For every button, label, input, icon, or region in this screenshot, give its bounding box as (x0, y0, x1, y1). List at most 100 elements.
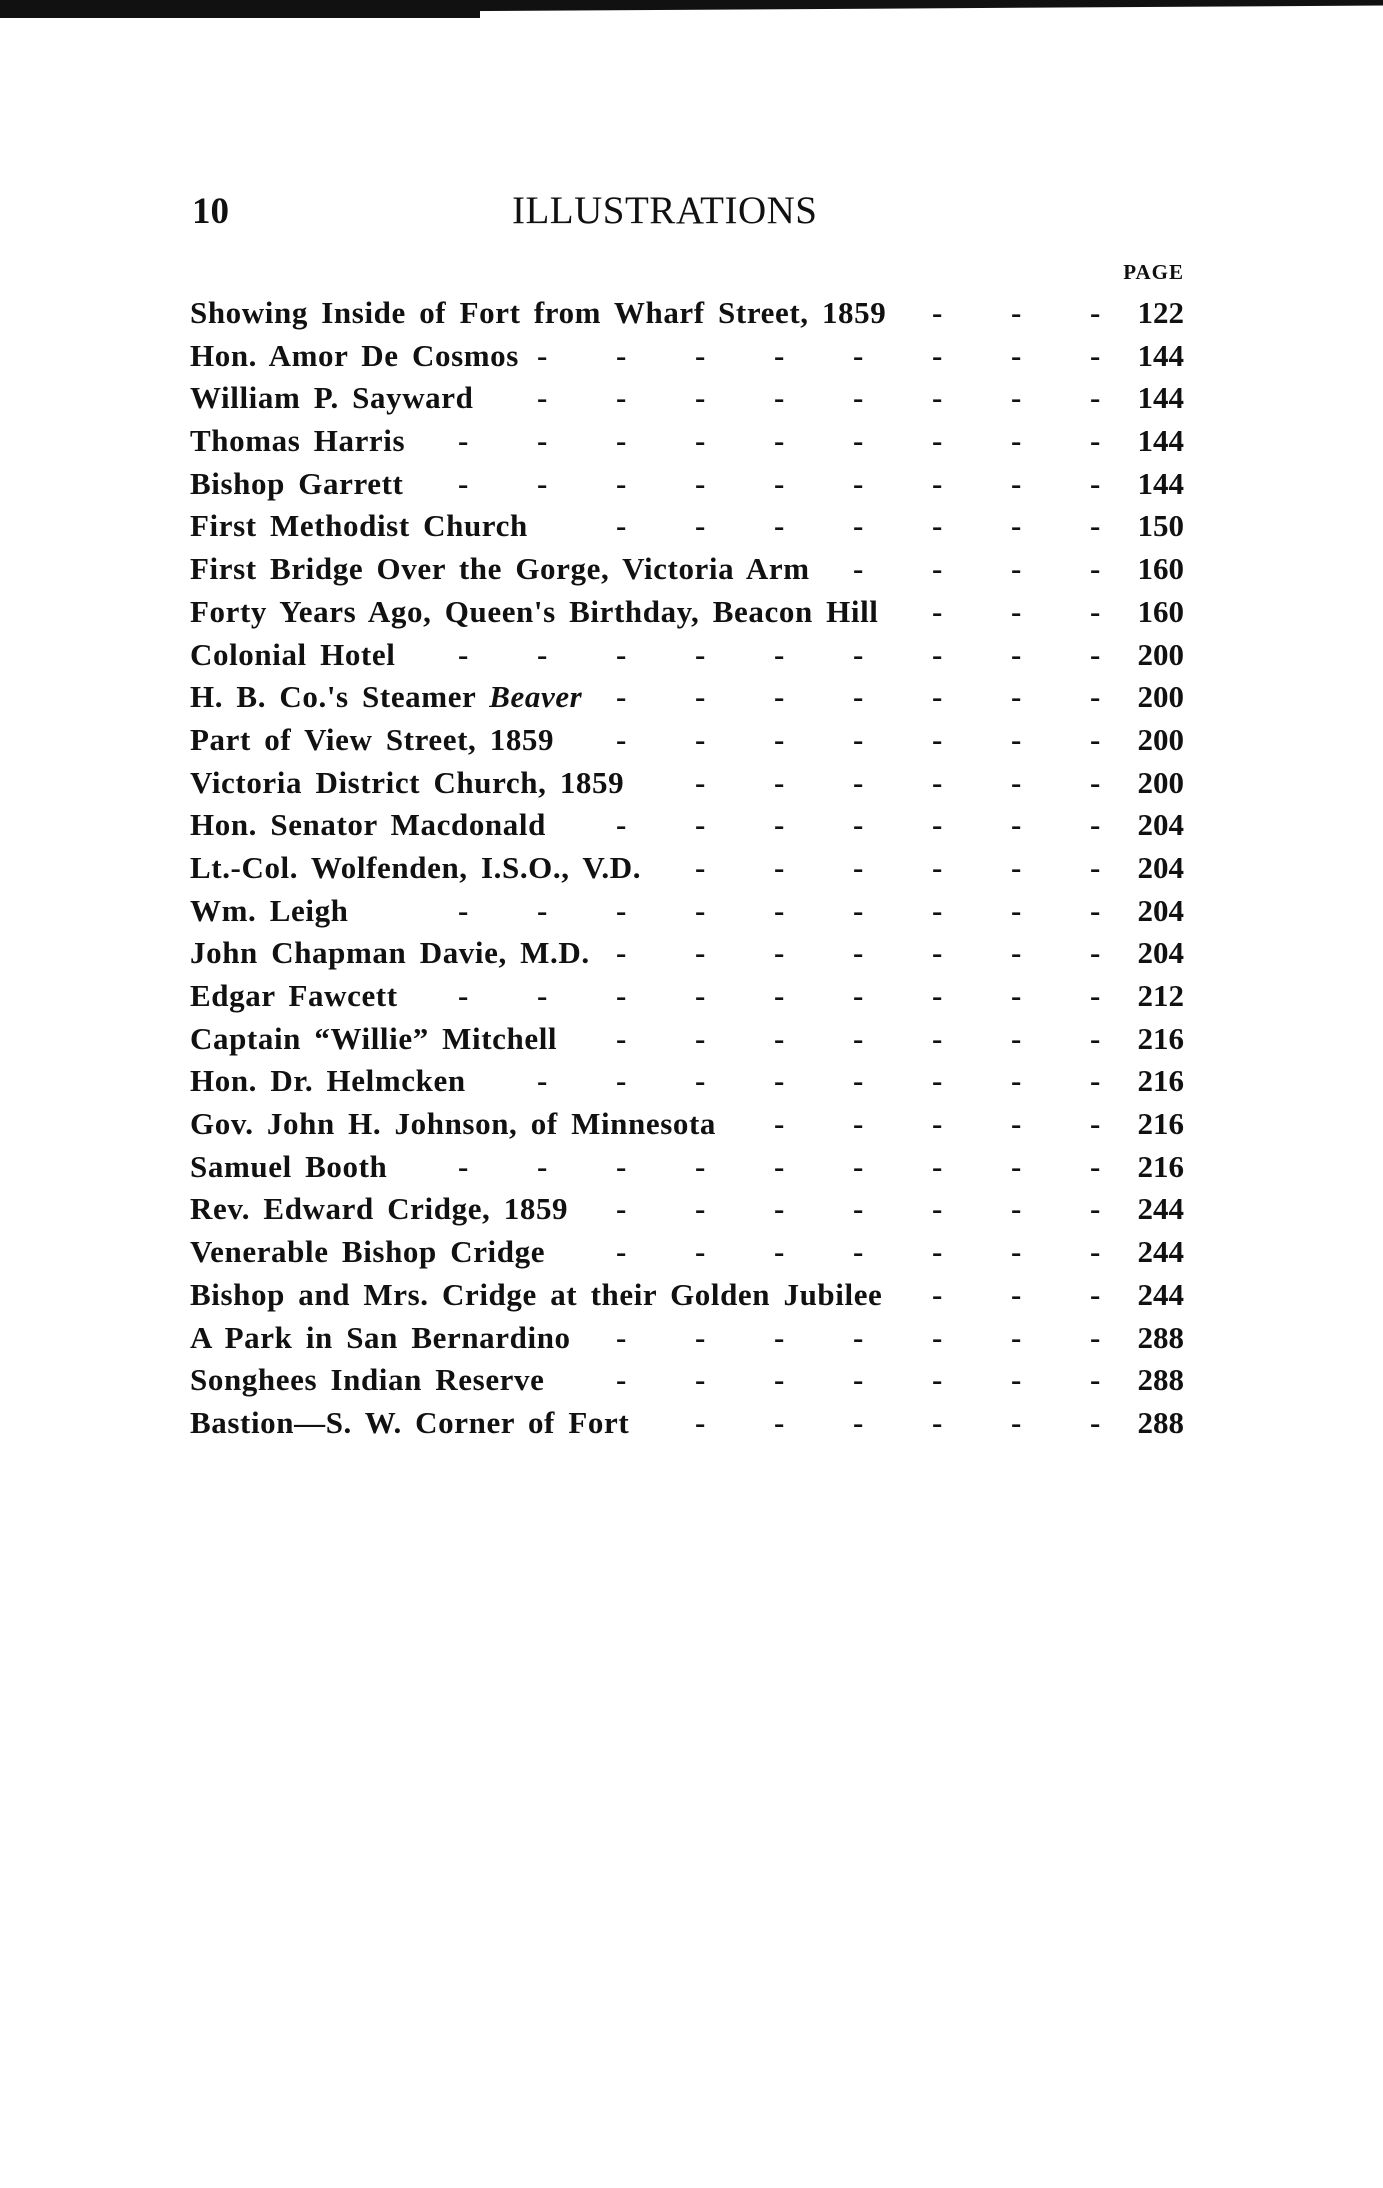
leader-dash: - (616, 807, 627, 843)
list-item: First Bridge Over the Gorge, Victoria Ar… (190, 548, 1184, 591)
illustration-title: Rev. Edward Cridge, 1859 (190, 1188, 568, 1231)
illustration-title-text: Samuel Booth (190, 1148, 388, 1184)
leader-dash: - (616, 423, 627, 459)
leader-dash: - (932, 849, 943, 885)
leader-dash: - (853, 636, 864, 672)
illustration-title-text: Colonial Hotel (190, 636, 396, 672)
leader-dash: - (537, 1148, 548, 1184)
leader-dash: - (537, 892, 548, 928)
leader-dash: - (1011, 337, 1022, 373)
leader-dash: - (932, 1276, 943, 1312)
illustration-title-text: Thomas Harris (190, 423, 406, 459)
leader-dash: - (1090, 295, 1101, 330)
leader-dash: - (537, 465, 548, 501)
leader-dash: - (458, 465, 469, 501)
leader-dash: - (1011, 892, 1022, 928)
leader-dash: - (1090, 593, 1101, 629)
leader-dash: - (537, 337, 548, 373)
leader-dash: - (1011, 1191, 1022, 1227)
leader-dash: - (853, 935, 864, 971)
leader-dash: - (774, 1020, 785, 1056)
illustration-title: Edgar Fawcett (190, 975, 398, 1018)
leader-dash: - (932, 1319, 943, 1355)
leader-dash: - (695, 1319, 706, 1355)
leader-dash: - (774, 1234, 785, 1270)
illustration-title-text: Wm. Leigh (190, 892, 349, 928)
leader-dash: - (774, 679, 785, 715)
leader-dash: - (853, 508, 864, 544)
leader-dash: - (695, 423, 706, 459)
list-item: Hon. Senator Macdonald 204- - - - - - - (190, 804, 1184, 847)
illustration-title: Samuel Booth (190, 1146, 387, 1189)
leader-dash: - (695, 1362, 706, 1398)
illustration-title-text: Bastion—S. W. Corner of Fort (190, 1404, 630, 1440)
list-item: A Park in San Bernardino 288- - - - - - - (190, 1317, 1184, 1360)
leader-dash: - (616, 380, 627, 416)
leader-dash: - (616, 465, 627, 501)
illustrations-list: Showing Inside of Fort from Wharf Street… (190, 292, 1184, 1445)
page-reference: 200 (1137, 679, 1185, 715)
leader-dash: - (1090, 1234, 1101, 1270)
leader-dash: - (616, 1063, 627, 1099)
leader-dash: - (695, 636, 706, 672)
leader-dash: - (853, 1362, 864, 1398)
leader-dash: - (774, 892, 785, 928)
illustration-title: Lt.-Col. Wolfenden, I.S.O., V.D. (190, 847, 641, 890)
list-item: Thomas Harris 144- - - - - - - - - (190, 420, 1184, 463)
leader-dash: - (774, 978, 785, 1013)
leader-dash: - (932, 892, 943, 928)
illustration-title-text: Victoria District Church, 1859 (190, 764, 625, 800)
leader-dash: - (458, 636, 469, 672)
leader-dash: - (1090, 508, 1101, 544)
leader-dash: - (616, 721, 627, 757)
list-item: Forty Years Ago, Queen's Birthday, Beaco… (190, 591, 1184, 634)
leader-dash: - (1011, 764, 1022, 800)
illustration-title-text: William P. Sayward (190, 380, 474, 416)
leader-dash: - (537, 978, 548, 1013)
leader-dash: - (774, 1362, 785, 1398)
leader-dash: - (1090, 636, 1101, 672)
illustration-title: Thomas Harris (190, 420, 405, 463)
leader-dash: - (1011, 465, 1022, 501)
list-item: H. B. Co.'s Steamer Beaver 200- - - - - - - (190, 676, 1184, 719)
leader-dash: - (774, 764, 785, 800)
list-item: Wm. Leigh 204- - - - - - - - - (190, 890, 1184, 933)
leader-dash: - (932, 508, 943, 544)
list-item: Bastion—S. W. Corner of Fort 288- - - - - - (190, 1402, 1184, 1445)
leader-dash: - (1011, 935, 1022, 971)
leader-dash: - (932, 1148, 943, 1184)
leader-dash: - (695, 380, 706, 416)
leader-dash: - (458, 978, 469, 1013)
page-reference: 204 (1137, 849, 1185, 885)
leader-dash: - (1090, 807, 1101, 843)
leader-dash: - (853, 978, 864, 1013)
leader-dash: - (853, 721, 864, 757)
leader-dash: - (695, 721, 706, 757)
leader-dash: - (774, 636, 785, 672)
leader-dash: - (853, 679, 864, 715)
illustration-title-text: Hon. Amor De Cosmos (190, 337, 519, 373)
leader-dash: - (1011, 636, 1022, 672)
leader-dash: - (774, 465, 785, 501)
leader-dash: - (1011, 423, 1022, 459)
leader-dash: - (853, 764, 864, 800)
leader-dash: - (774, 1319, 785, 1355)
leader-dash: - (774, 1404, 785, 1440)
leader-dash: - (932, 1106, 943, 1142)
leader-dash: - (774, 337, 785, 373)
illustration-title: Venerable Bishop Cridge (190, 1231, 545, 1274)
illustration-title-text: Showing Inside of Fort from Wharf Street… (190, 295, 887, 330)
list-item: Samuel Booth 216- - - - - - - - - (190, 1146, 1184, 1189)
leader-dash: - (1011, 380, 1022, 416)
list-item: Songhees Indian Reserve 288- - - - - - - (190, 1359, 1184, 1402)
leader-dash: - (1090, 1362, 1101, 1398)
page-reference: 288 (1137, 1319, 1185, 1355)
leader-dash: - (774, 508, 785, 544)
leader-dash: - (932, 721, 943, 757)
leader-dash: - (695, 1234, 706, 1270)
leader-dash: - (1090, 465, 1101, 501)
leader-dash: - (1090, 1319, 1101, 1355)
leader-dash: - (616, 636, 627, 672)
list-item: Hon. Amor De Cosmos 144- - - - - - - - (190, 335, 1184, 378)
page-reference: 244 (1137, 1276, 1185, 1312)
